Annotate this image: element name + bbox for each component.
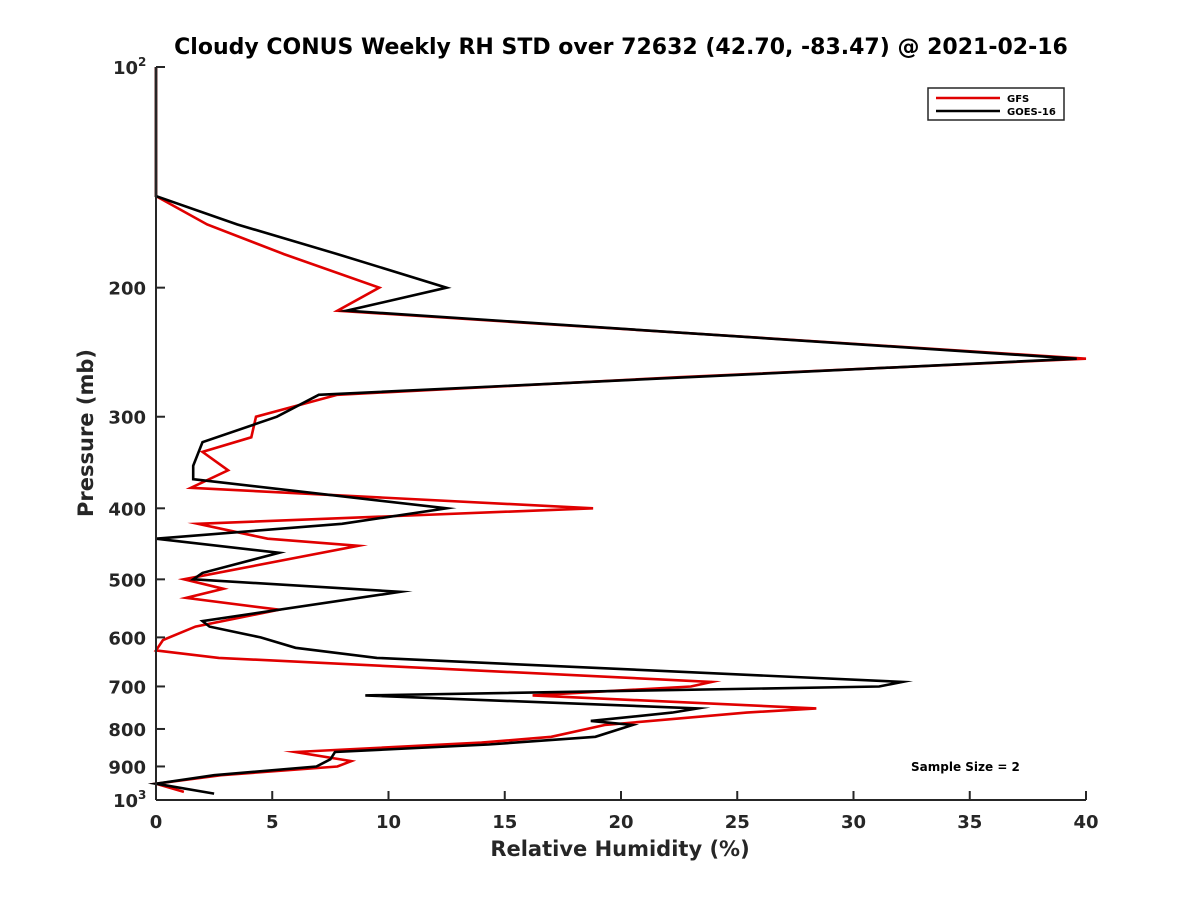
y-tick-exponent: 3 (138, 788, 146, 802)
legend-label: GOES-16 (1007, 107, 1056, 118)
sample-size-annotation: Sample Size = 2 (911, 760, 1020, 774)
x-tick-label: 10 (376, 812, 401, 833)
x-tick-label: 15 (492, 812, 517, 833)
x-tick-label: 40 (1073, 812, 1098, 833)
legend-label: GFS (1007, 94, 1029, 105)
x-axis-label: Relative Humidity (%) (490, 837, 749, 861)
y-axis-label: Pressure (mb) (74, 349, 98, 517)
x-tick-label: 35 (957, 812, 982, 833)
chart-title: Cloudy CONUS Weekly RH STD over 72632 (4… (174, 35, 1068, 60)
series-line-goes-16 (147, 67, 1077, 795)
y-tick-label: 200 (108, 279, 146, 300)
y-tick-exponent: 2 (138, 55, 146, 69)
x-tick-label: 0 (150, 812, 163, 833)
x-tick-label: 5 (266, 812, 279, 833)
x-tick-label: 20 (608, 812, 633, 833)
legend: GFS GOES-16 (927, 87, 1065, 121)
series-line-gfs (149, 67, 1087, 794)
data-lines (147, 67, 1087, 795)
y-tick-label: 800 (108, 720, 146, 741)
y-tick-label: 700 (108, 677, 146, 698)
x-tick-label: 25 (725, 812, 750, 833)
y-tick-label: 600 (108, 628, 146, 649)
y-tick-label: 400 (108, 499, 146, 520)
y-tick-label: 900 (108, 757, 146, 778)
y-tick-label: 500 (108, 570, 146, 591)
legend-box (927, 87, 1065, 121)
x-tick-label: 30 (841, 812, 866, 833)
y-tick-label: 10 (113, 791, 138, 812)
y-tick-label: 300 (108, 408, 146, 429)
y-tick-label: 10 (113, 58, 138, 79)
